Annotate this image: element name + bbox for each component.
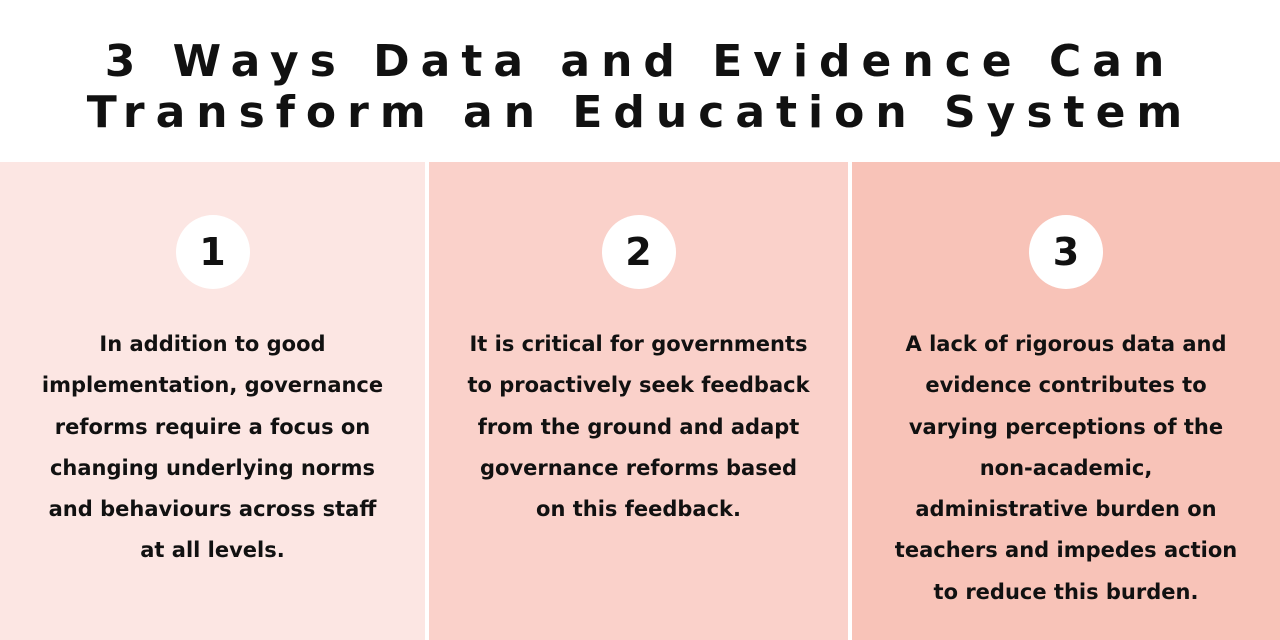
panel-1: 1 In addition to good implementation, go… [0, 162, 425, 640]
panel-2-line: It is critical for governments [469, 332, 808, 356]
panel-3-line: administrative burden on [915, 497, 1217, 522]
panel-3: 3 A lack of rigorous data and evidence c… [852, 162, 1280, 640]
panel-3-text: A lack of rigorous data and evidence con… [874, 324, 1258, 613]
panel-1-text: In addition to good implementation, gove… [22, 324, 403, 572]
panel-3-line: non-academic, [979, 455, 1153, 480]
number-badge-2: 2 [601, 215, 676, 289]
page-title-line-1: 3 Ways Data and Evidence Can [104, 36, 1176, 87]
panel-3-line: teachers and impedes action [894, 538, 1238, 563]
panel-2-line: from the ground and adapt [477, 414, 800, 439]
panel-1-line: and behaviours across staff [48, 497, 377, 522]
panel-1-line: changing underlying norms [49, 455, 376, 480]
panel-1-line: In addition to good [99, 332, 326, 356]
header: 3 Ways Data and Evidence Can Transform a… [0, 0, 1280, 162]
page-title-line-2: Transform an Education System [86, 87, 1194, 138]
panel-1-line: reforms require a focus on [54, 414, 371, 439]
panel-2-text: It is critical for governments to proact… [451, 324, 826, 530]
number-badge-3: 3 [1029, 215, 1103, 289]
panel-2-line: on this feedback. [536, 497, 741, 522]
panel-2-line: governance reforms based [479, 455, 797, 480]
panel-3-line: A lack of rigorous data and [905, 332, 1227, 356]
panel-1-line: at all levels. [140, 538, 285, 563]
panel-3-line: to reduce this burden. [933, 579, 1199, 604]
number-badge-1: 1 [175, 215, 250, 289]
panel-2-line: to proactively seek feedback [467, 373, 810, 398]
panel-3-line: varying perceptions of the [908, 414, 1224, 439]
panel-1-line: implementation, governance [41, 373, 384, 398]
panel-3-line: evidence contributes to [925, 373, 1207, 398]
panel-2: 2 It is critical for governments to proa… [429, 162, 848, 640]
